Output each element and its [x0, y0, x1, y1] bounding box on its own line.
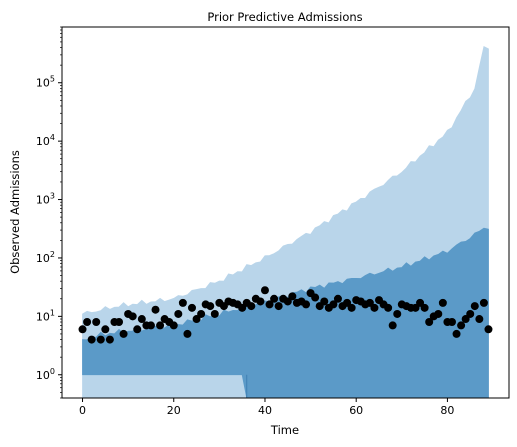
- observed-point: [447, 318, 456, 327]
- observed-point: [115, 318, 124, 327]
- observed-point: [384, 303, 393, 312]
- observed-point: [169, 321, 178, 330]
- observed-point: [420, 303, 429, 312]
- y-axis-ticks: 100 101 102 103 104 105: [36, 26, 62, 399]
- observed-point: [457, 321, 466, 330]
- y-tick-label: 101: [36, 308, 55, 323]
- observed-point: [370, 303, 379, 312]
- observed-point: [265, 300, 274, 309]
- observed-point: [87, 335, 96, 344]
- observed-point: [128, 312, 137, 321]
- observed-point: [174, 309, 183, 318]
- observed-point: [484, 325, 493, 334]
- observed-point: [247, 302, 256, 311]
- observed-point: [92, 318, 101, 327]
- y-tick-label: 103: [36, 192, 55, 207]
- observed-point: [119, 329, 128, 338]
- x-tick-label: 20: [167, 404, 181, 417]
- observed-point: [393, 309, 402, 318]
- observed-point: [452, 329, 461, 338]
- observed-point: [438, 298, 447, 307]
- observed-point: [210, 309, 219, 318]
- observed-point: [101, 325, 110, 334]
- observed-point: [434, 309, 443, 318]
- observed-point: [466, 309, 475, 318]
- observed-point: [178, 298, 187, 307]
- observed-point: [96, 335, 105, 344]
- observed-point: [347, 303, 356, 312]
- observed-point: [479, 298, 488, 307]
- x-tick-label: 80: [440, 404, 454, 417]
- x-tick-label: 40: [258, 404, 272, 417]
- observed-point: [133, 325, 142, 334]
- observed-point: [333, 294, 342, 303]
- y-tick-label: 102: [36, 250, 55, 265]
- observed-point: [425, 318, 434, 327]
- observed-point: [83, 318, 92, 327]
- observed-point: [283, 297, 292, 306]
- observed-point: [270, 294, 279, 303]
- observed-point: [206, 302, 215, 311]
- observed-point: [256, 297, 265, 306]
- x-tick-label: 0: [79, 404, 86, 417]
- observed-point: [461, 315, 470, 324]
- observed-points-layer: [78, 286, 493, 344]
- y-tick-label: 105: [36, 75, 55, 90]
- y-tick-label: 100: [36, 367, 55, 382]
- observed-point: [311, 293, 320, 302]
- observed-point: [329, 300, 338, 309]
- observed-point: [388, 321, 397, 330]
- observed-point: [187, 303, 196, 312]
- observed-point: [192, 315, 201, 324]
- observed-point: [78, 325, 87, 334]
- observed-point: [146, 321, 155, 330]
- observed-point: [156, 321, 165, 330]
- y-axis-label: Observed Admissions: [8, 150, 22, 274]
- x-axis-ticks: 0 20 40 60 80: [79, 398, 454, 417]
- observed-point: [302, 300, 311, 309]
- observed-point: [274, 302, 283, 311]
- observed-point: [183, 329, 192, 338]
- observed-point: [137, 315, 146, 324]
- observed-point: [320, 297, 329, 306]
- chart-title: Prior Predictive Admissions: [207, 10, 362, 24]
- observed-point: [260, 286, 269, 295]
- observed-point: [470, 302, 479, 311]
- y-tick-label: 104: [36, 133, 55, 148]
- x-axis-label: Time: [270, 423, 299, 437]
- observed-point: [197, 309, 206, 318]
- observed-point: [288, 292, 297, 301]
- bands-layer: [82, 46, 489, 399]
- observed-point: [151, 305, 160, 314]
- observed-point: [105, 335, 114, 344]
- x-tick-label: 60: [349, 404, 363, 417]
- observed-point: [475, 315, 484, 324]
